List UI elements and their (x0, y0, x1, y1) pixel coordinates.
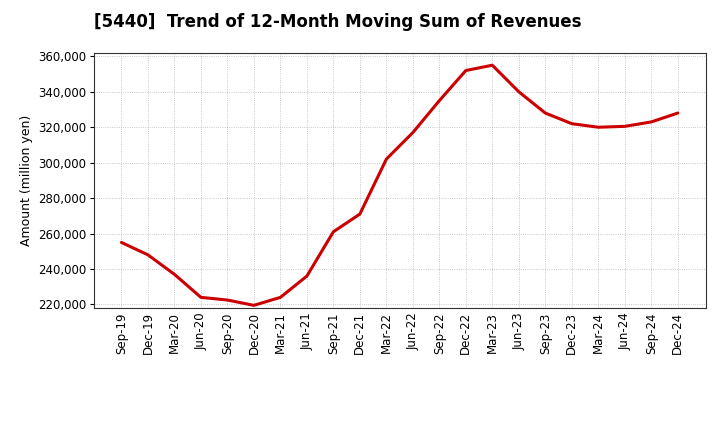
Y-axis label: Amount (million yen): Amount (million yen) (20, 115, 33, 246)
Text: [5440]  Trend of 12-Month Moving Sum of Revenues: [5440] Trend of 12-Month Moving Sum of R… (94, 13, 581, 31)
